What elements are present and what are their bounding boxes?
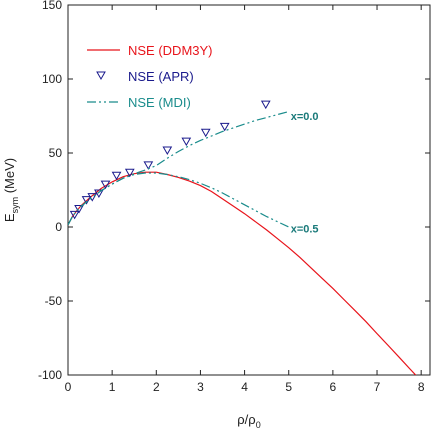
mdi-line-x0 — [68, 111, 289, 226]
y-axis-title: Esym (MeV) — [2, 158, 20, 222]
y-tick-label: -100 — [38, 368, 62, 382]
annotation-x-0-5: x=0.5 — [291, 223, 319, 235]
apr-marker — [94, 189, 104, 198]
apr-marker — [200, 128, 211, 138]
y-axis-title-main: E — [2, 213, 17, 222]
apr-marker — [143, 161, 154, 170]
y-tick-label: 150 — [42, 0, 62, 12]
x-tick-label: 1 — [109, 380, 116, 394]
x-tick-label: 7 — [374, 380, 381, 394]
y-tick-label: -50 — [45, 294, 63, 308]
x-tick-label: 8 — [418, 380, 425, 394]
x-axis-title-sub: 0 — [256, 420, 261, 430]
annotation-x-0-0: x=0.0 — [291, 111, 319, 123]
apr-marker — [111, 171, 122, 181]
x-axis-title-main: ρ/ρ — [237, 412, 255, 427]
legend-marker-apr — [96, 71, 106, 81]
y-axis-title-sub: sym — [10, 197, 20, 214]
y-tick-label: 100 — [42, 72, 62, 86]
ddm3y-line — [68, 171, 417, 375]
x-tick-label: 6 — [330, 380, 337, 394]
apr-marker — [181, 137, 192, 147]
x-tick-label: 4 — [241, 380, 248, 394]
legend-label-ddm3y: NSE (DDM3Y) — [128, 43, 213, 58]
apr-marker — [162, 146, 173, 156]
x-tick-label: 5 — [285, 380, 292, 394]
x-axis-title: ρ/ρ0 — [237, 412, 260, 430]
x-tick-label: 3 — [197, 380, 204, 394]
apr-marker — [219, 122, 230, 132]
y-tick-label: 50 — [49, 146, 63, 160]
apr-marker — [81, 196, 92, 205]
legend-label-apr: NSE (APR) — [128, 69, 194, 84]
legend: NSE (DDM3Y) NSE (APR) NSE (MDI) — [87, 43, 213, 110]
mdi-line-x05 — [68, 172, 289, 228]
apr-marker — [260, 100, 271, 110]
apr-marker — [87, 193, 98, 202]
x-tick-label: 0 — [65, 380, 72, 394]
legend-label-mdi: NSE (MDI) — [128, 95, 191, 110]
plot-frame — [67, 4, 431, 376]
x-tick-label: 2 — [153, 380, 160, 394]
y-tick-label: 0 — [55, 220, 62, 234]
apr-marker — [69, 210, 80, 220]
series-layer — [68, 100, 417, 375]
axis-ticks: 0 1 2 3 4 5 6 7 8 -100 -50 0 50 100 150 — [38, 0, 430, 394]
apr-marker — [124, 168, 135, 178]
apr-marker — [74, 205, 84, 214]
y-axis-title-unit: (MeV) — [2, 158, 17, 197]
apr-marker — [100, 180, 111, 190]
